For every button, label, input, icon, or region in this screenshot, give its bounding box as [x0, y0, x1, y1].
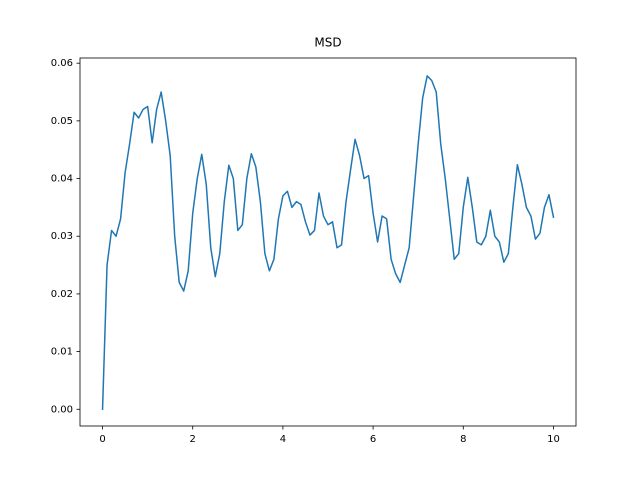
x-tick-label: 4 [280, 434, 286, 445]
data-line [101, 75, 555, 411]
axes-frame [79, 57, 577, 427]
y-tick-label: 0.05 [51, 116, 73, 127]
x-tick-label: 6 [370, 434, 376, 445]
x-tick-label: 0 [99, 434, 105, 445]
chart-title: MSD [314, 36, 341, 50]
y-tick-label: 0.03 [51, 231, 73, 242]
y-tick-label: 0.06 [51, 58, 73, 69]
y-tick-label: 0.02 [51, 289, 73, 300]
y-tick-label: 0.01 [51, 347, 73, 358]
y-tick-label: 0.00 [51, 404, 73, 415]
y-tick-label: 0.04 [51, 174, 73, 185]
x-tick-label: 8 [460, 434, 466, 445]
x-tick-label: 2 [190, 434, 196, 445]
x-tick-label: 10 [547, 434, 560, 445]
